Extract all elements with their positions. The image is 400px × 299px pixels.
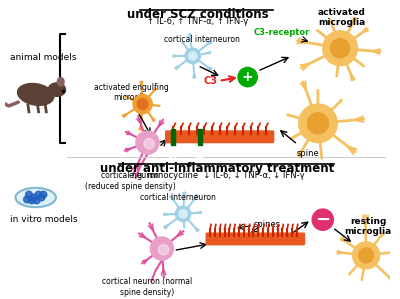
Circle shape bbox=[359, 248, 374, 263]
Circle shape bbox=[38, 194, 45, 201]
Text: spines: spines bbox=[253, 220, 280, 229]
FancyBboxPatch shape bbox=[166, 131, 274, 143]
Text: animal models: animal models bbox=[10, 53, 76, 62]
Ellipse shape bbox=[18, 83, 54, 105]
Circle shape bbox=[299, 104, 337, 143]
Text: C3: C3 bbox=[203, 76, 217, 86]
FancyBboxPatch shape bbox=[206, 233, 304, 245]
Text: cortical interneuron: cortical interneuron bbox=[164, 35, 240, 44]
Circle shape bbox=[28, 197, 35, 204]
Circle shape bbox=[150, 237, 174, 260]
Circle shape bbox=[307, 113, 328, 134]
Ellipse shape bbox=[48, 83, 66, 96]
Circle shape bbox=[179, 210, 187, 218]
Circle shape bbox=[35, 191, 42, 198]
Text: in vitro models: in vitro models bbox=[10, 215, 77, 224]
Text: C2: C2 bbox=[194, 153, 204, 159]
Circle shape bbox=[26, 191, 32, 198]
Text: C3-receptor: C3-receptor bbox=[253, 28, 310, 37]
Circle shape bbox=[137, 99, 148, 109]
Ellipse shape bbox=[57, 77, 64, 86]
Text: C4: C4 bbox=[168, 153, 178, 159]
Circle shape bbox=[188, 52, 197, 60]
Text: −: − bbox=[315, 211, 330, 229]
Circle shape bbox=[33, 197, 40, 204]
Text: resting
microglia: resting microglia bbox=[344, 217, 392, 236]
Text: cortical neuron (normal
spine density): cortical neuron (normal spine density) bbox=[102, 277, 192, 297]
Text: under anti-inflammatory treatment: under anti-inflammatory treatment bbox=[100, 162, 334, 175]
Circle shape bbox=[175, 206, 191, 222]
Circle shape bbox=[323, 31, 358, 65]
Circle shape bbox=[238, 68, 257, 87]
Text: under SCZ conditions: under SCZ conditions bbox=[127, 8, 268, 21]
Text: activated
microglia: activated microglia bbox=[318, 8, 366, 27]
Bar bbox=[170, 129, 175, 144]
Text: cortical neuron
(reduced spine density): cortical neuron (reduced spine density) bbox=[85, 172, 176, 191]
Bar bbox=[198, 129, 202, 144]
Circle shape bbox=[30, 194, 37, 201]
Text: +: + bbox=[242, 70, 254, 84]
Circle shape bbox=[133, 94, 152, 114]
Circle shape bbox=[40, 191, 47, 198]
Text: ↑ IL-6, ↑ TNF-α, ↑ IFN-γ: ↑ IL-6, ↑ TNF-α, ↑ IFN-γ bbox=[147, 17, 248, 26]
Text: activated engulfing
microglia: activated engulfing microglia bbox=[94, 83, 168, 102]
Circle shape bbox=[353, 242, 380, 269]
Circle shape bbox=[158, 245, 169, 255]
Circle shape bbox=[330, 39, 350, 58]
Circle shape bbox=[185, 48, 200, 64]
Text: e.g. minocycline  ↓ IL-6, ↓ TNF-α, ↓ IFN-γ: e.g. minocycline ↓ IL-6, ↓ TNF-α, ↓ IFN-… bbox=[129, 172, 305, 181]
Circle shape bbox=[136, 131, 159, 154]
Ellipse shape bbox=[16, 188, 56, 207]
Text: cortical interneuron: cortical interneuron bbox=[140, 193, 216, 202]
Circle shape bbox=[144, 138, 154, 149]
Circle shape bbox=[312, 209, 333, 230]
Text: spine: spine bbox=[297, 149, 320, 158]
Circle shape bbox=[24, 196, 30, 203]
